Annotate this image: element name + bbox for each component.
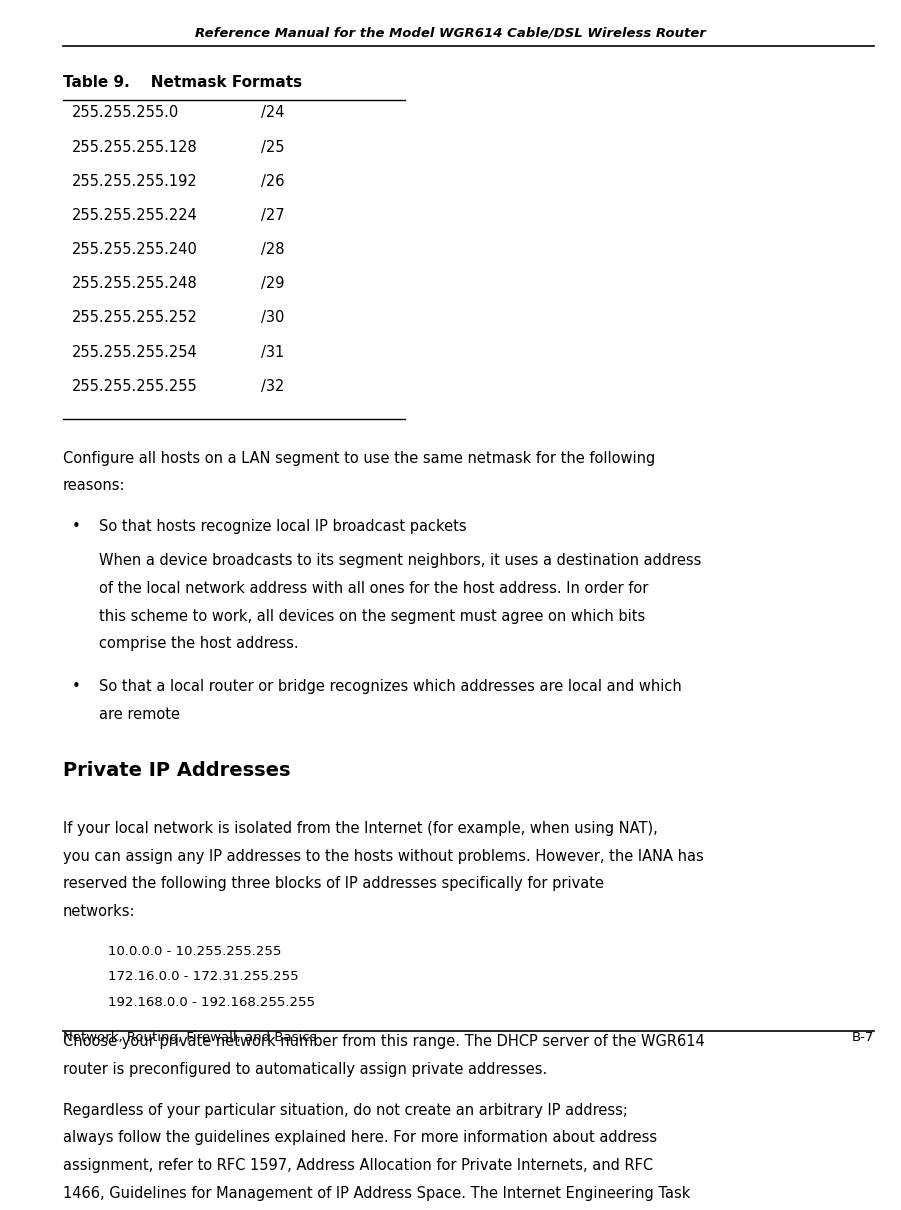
Text: B-7: B-7 — [851, 1031, 874, 1044]
Text: Regardless of your particular situation, do not create an arbitrary IP address;: Regardless of your particular situation,… — [63, 1102, 628, 1118]
Text: Private IP Addresses: Private IP Addresses — [63, 761, 290, 779]
Text: 255.255.255.255: 255.255.255.255 — [72, 379, 198, 393]
Text: assignment, refer to RFC 1597, Address Allocation for Private Internets, and RFC: assignment, refer to RFC 1597, Address A… — [63, 1158, 653, 1172]
Text: •: • — [72, 519, 81, 534]
Text: /28: /28 — [261, 242, 285, 257]
Text: If your local network is isolated from the Internet (for example, when using NAT: If your local network is isolated from t… — [63, 820, 658, 836]
Text: Configure all hosts on a LAN segment to use the same netmask for the following: Configure all hosts on a LAN segment to … — [63, 450, 655, 466]
Text: /24: /24 — [261, 105, 285, 121]
Text: /27: /27 — [261, 208, 285, 223]
Text: /25: /25 — [261, 139, 285, 155]
Text: •: • — [72, 680, 81, 695]
Text: networks:: networks: — [63, 904, 135, 920]
Text: you can assign any IP addresses to the hosts without problems. However, the IANA: you can assign any IP addresses to the h… — [63, 848, 704, 864]
Text: /32: /32 — [261, 379, 285, 393]
Text: 255.255.255.254: 255.255.255.254 — [72, 345, 198, 359]
Text: 255.255.255.248: 255.255.255.248 — [72, 276, 198, 292]
Text: always follow the guidelines explained here. For more information about address: always follow the guidelines explained h… — [63, 1130, 657, 1146]
Text: /31: /31 — [261, 345, 285, 359]
Text: 255.255.255.240: 255.255.255.240 — [72, 242, 198, 257]
Text: 172.16.0.0 - 172.31.255.255: 172.16.0.0 - 172.31.255.255 — [108, 970, 299, 984]
Text: router is preconfigured to automatically assign private addresses.: router is preconfigured to automatically… — [63, 1062, 547, 1077]
Text: When a device broadcasts to its segment neighbors, it uses a destination address: When a device broadcasts to its segment … — [99, 553, 702, 569]
Text: 255.255.255.128: 255.255.255.128 — [72, 139, 198, 155]
Text: Choose your private network number from this range. The DHCP server of the WGR61: Choose your private network number from … — [63, 1035, 705, 1049]
Text: Network, Routing, Firewall, and Basics: Network, Routing, Firewall, and Basics — [63, 1031, 316, 1044]
Text: /26: /26 — [261, 174, 285, 189]
Text: of the local network address with all ones for the host address. In order for: of the local network address with all on… — [99, 581, 649, 595]
Text: reserved the following three blocks of IP addresses specifically for private: reserved the following three blocks of I… — [63, 876, 604, 892]
Text: 10.0.0.0 - 10.255.255.255: 10.0.0.0 - 10.255.255.255 — [108, 945, 281, 957]
Text: Reference Manual for the Model WGR614 Cable/DSL Wireless Router: Reference Manual for the Model WGR614 Ca… — [195, 27, 706, 40]
Text: So that hosts recognize local IP broadcast packets: So that hosts recognize local IP broadca… — [99, 519, 467, 534]
Text: /29: /29 — [261, 276, 285, 292]
Text: this scheme to work, all devices on the segment must agree on which bits: this scheme to work, all devices on the … — [99, 609, 645, 623]
Text: are remote: are remote — [99, 707, 180, 722]
Text: Table 9.    Netmask Formats: Table 9. Netmask Formats — [63, 75, 302, 90]
Text: 255.255.255.252: 255.255.255.252 — [72, 311, 198, 325]
Text: So that a local router or bridge recognizes which addresses are local and which: So that a local router or bridge recogni… — [99, 680, 682, 695]
Text: reasons:: reasons: — [63, 478, 125, 494]
Text: comprise the host address.: comprise the host address. — [99, 636, 299, 651]
Text: 1466, Guidelines for Management of IP Address Space. The Internet Engineering Ta: 1466, Guidelines for Management of IP Ad… — [63, 1186, 690, 1200]
Text: 255.255.255.0: 255.255.255.0 — [72, 105, 179, 121]
Text: 255.255.255.192: 255.255.255.192 — [72, 174, 198, 189]
Text: 255.255.255.224: 255.255.255.224 — [72, 208, 198, 223]
Text: /30: /30 — [261, 311, 285, 325]
Text: 192.168.0.0 - 192.168.255.255: 192.168.0.0 - 192.168.255.255 — [108, 996, 315, 1009]
